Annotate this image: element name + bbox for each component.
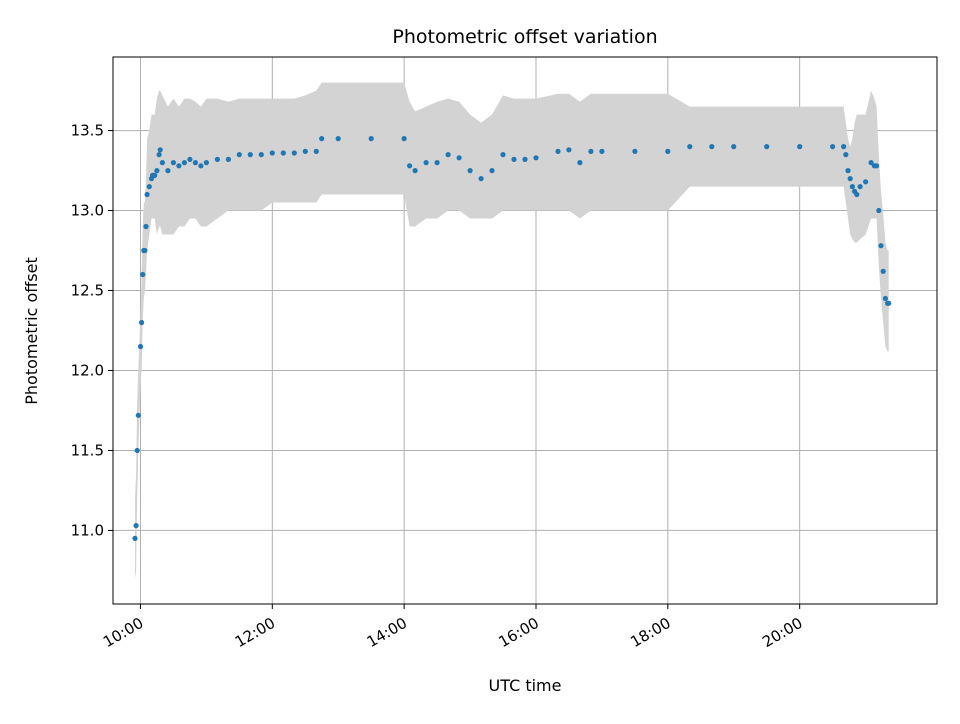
data-point bbox=[236, 152, 242, 158]
data-point bbox=[291, 150, 297, 156]
data-point bbox=[132, 535, 138, 542]
data-point bbox=[319, 136, 325, 142]
data-point bbox=[868, 160, 874, 166]
data-points bbox=[132, 136, 892, 542]
data-point bbox=[225, 156, 231, 162]
data-point bbox=[412, 168, 418, 174]
data-point bbox=[135, 412, 141, 418]
data-point bbox=[886, 300, 892, 306]
y-tick-label: 13.0 bbox=[71, 202, 104, 220]
y-axis-label: Photometric offset bbox=[22, 257, 41, 405]
data-point bbox=[577, 160, 583, 166]
data-point bbox=[137, 343, 144, 350]
data-point bbox=[665, 148, 671, 154]
data-point bbox=[857, 184, 863, 190]
plot-frame bbox=[112, 56, 938, 605]
y-tick-label: 11.0 bbox=[71, 521, 104, 539]
data-point bbox=[313, 148, 319, 154]
data-point bbox=[423, 160, 429, 166]
data-point bbox=[843, 152, 849, 158]
data-point bbox=[863, 179, 869, 185]
data-point bbox=[434, 160, 440, 166]
data-point bbox=[258, 152, 264, 158]
data-point bbox=[878, 243, 884, 249]
data-point bbox=[731, 144, 737, 150]
y-tick-label: 13.5 bbox=[71, 122, 104, 140]
data-point bbox=[176, 163, 182, 169]
data-point bbox=[154, 168, 160, 174]
data-point bbox=[467, 168, 473, 174]
data-point bbox=[146, 184, 152, 190]
data-point bbox=[566, 147, 572, 153]
data-point bbox=[143, 223, 149, 230]
data-point bbox=[764, 144, 770, 150]
data-point bbox=[159, 160, 165, 166]
data-point bbox=[588, 148, 594, 154]
data-point bbox=[407, 163, 413, 169]
y-tick-label: 12.0 bbox=[71, 361, 104, 379]
data-point bbox=[500, 152, 506, 158]
data-point bbox=[847, 176, 853, 182]
data-point bbox=[687, 144, 693, 150]
data-point bbox=[335, 136, 341, 142]
data-point bbox=[880, 268, 886, 274]
data-point bbox=[142, 247, 148, 254]
data-point bbox=[198, 163, 204, 169]
data-point bbox=[478, 176, 484, 182]
data-point bbox=[709, 144, 715, 150]
x-axis-label: UTC time bbox=[489, 676, 562, 695]
data-point bbox=[247, 152, 253, 158]
chart-title: Photometric offset variation bbox=[392, 26, 657, 48]
data-point bbox=[133, 523, 139, 529]
data-point bbox=[849, 184, 856, 190]
y-tick-label: 12.5 bbox=[71, 282, 104, 300]
data-point bbox=[157, 147, 163, 153]
data-point bbox=[599, 148, 605, 154]
data-point bbox=[845, 168, 851, 174]
data-point bbox=[368, 136, 374, 142]
data-point bbox=[489, 168, 495, 174]
data-point bbox=[152, 172, 158, 178]
data-point bbox=[522, 156, 528, 162]
data-point bbox=[203, 160, 209, 166]
data-point bbox=[511, 156, 517, 162]
data-point bbox=[302, 148, 308, 154]
data-point bbox=[555, 148, 561, 154]
data-point bbox=[280, 150, 286, 156]
data-point bbox=[139, 319, 145, 326]
data-point bbox=[156, 152, 162, 158]
data-point bbox=[214, 156, 220, 162]
data-point bbox=[876, 207, 882, 214]
data-point bbox=[170, 160, 176, 166]
data-point bbox=[165, 168, 171, 174]
data-point bbox=[854, 191, 860, 198]
data-point bbox=[401, 136, 407, 142]
data-point bbox=[830, 144, 836, 150]
data-point bbox=[192, 160, 198, 166]
data-point bbox=[456, 155, 462, 161]
error-band bbox=[135, 82, 889, 579]
data-point bbox=[882, 295, 889, 302]
data-point bbox=[445, 152, 451, 158]
data-point bbox=[140, 271, 146, 278]
data-point bbox=[797, 144, 803, 150]
error-band-area bbox=[135, 82, 889, 579]
data-point bbox=[841, 144, 847, 150]
data-point bbox=[874, 163, 880, 169]
data-point bbox=[144, 191, 150, 198]
data-point bbox=[269, 150, 275, 156]
data-point bbox=[632, 148, 638, 154]
data-point bbox=[187, 156, 193, 162]
y-tick-label: 11.5 bbox=[71, 441, 104, 459]
data-point bbox=[533, 155, 539, 161]
data-point bbox=[134, 447, 140, 454]
data-point bbox=[181, 160, 187, 166]
